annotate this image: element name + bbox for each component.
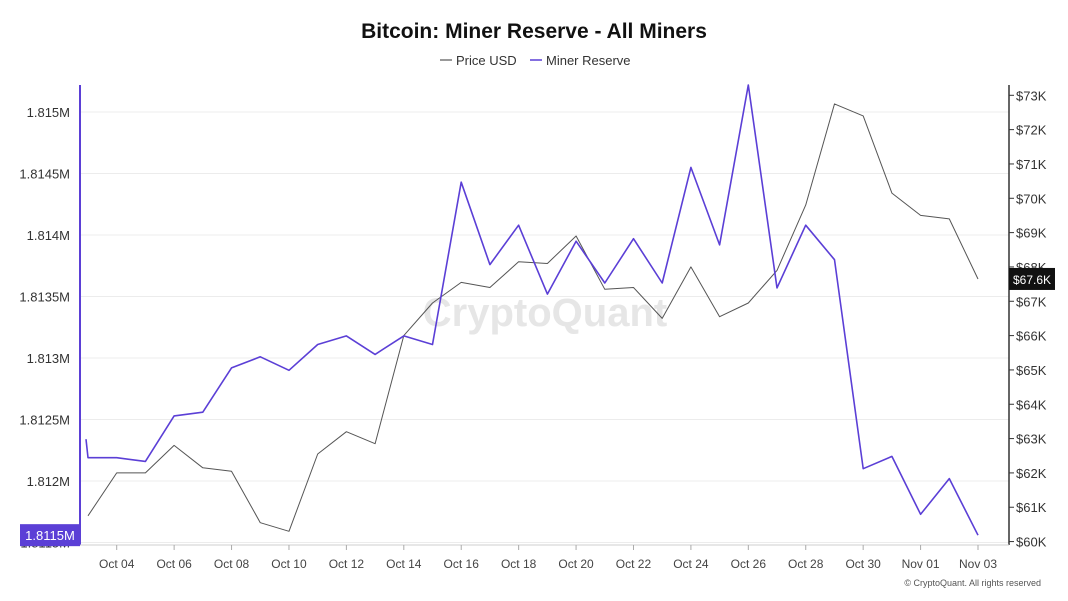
x-tick-label: Oct 30 — [845, 557, 881, 571]
y-left-tick-label: 1.815M — [27, 105, 70, 120]
legend-label-price[interactable]: Price USD — [456, 53, 517, 68]
y-left-tick-label: 1.8135M — [19, 290, 70, 305]
x-tick-label: Oct 06 — [156, 557, 192, 571]
x-tick-label: Oct 14 — [386, 557, 422, 571]
legend-label-miner-reserve[interactable]: Miner Reserve — [546, 53, 631, 68]
y-right-tick-label: $62K — [1016, 466, 1047, 481]
x-tick-label: Oct 16 — [444, 557, 480, 571]
x-tick-label: Oct 10 — [271, 557, 307, 571]
x-tick-label: Oct 18 — [501, 557, 537, 571]
series-line-price-usd — [87, 103, 979, 532]
y-left-tick-label: 1.8145M — [19, 167, 70, 182]
series-line-miner-reserve — [85, 84, 979, 536]
x-tick-label: Oct 12 — [329, 557, 365, 571]
x-tick-label: Oct 26 — [731, 557, 767, 571]
current-miner-reserve-label: 1.8115M — [25, 528, 75, 543]
x-tick-label: Oct 08 — [214, 557, 250, 571]
x-tick-label: Oct 22 — [616, 557, 652, 571]
y-right-tick-label: $63K — [1016, 432, 1047, 447]
current-price-label: $67.6K — [1013, 273, 1051, 287]
current-miner-reserve-flag — [20, 524, 80, 547]
labels-layer: 1.8115M 1.812M 1.8125M 1.813M 1.8135M 1.814M 1… — [19, 88, 1055, 571]
y-right-tick-label: $70K — [1016, 191, 1047, 206]
current-price-flag — [1009, 267, 1055, 290]
x-tick-label: Oct 20 — [558, 557, 594, 571]
y-right-tick-label: $65K — [1016, 363, 1047, 378]
y-right-tick-label: $61K — [1016, 500, 1047, 515]
x-tick-label: Oct 28 — [788, 557, 824, 571]
credit-text: © CryptoQuant. All rights reserved — [904, 578, 1041, 588]
chart-title: Bitcoin: Miner Reserve - All Miners — [361, 20, 707, 43]
x-tick-label: Oct 24 — [673, 557, 709, 571]
y-right-tick-label: $72K — [1016, 123, 1047, 138]
x-tick-label: Nov 03 — [959, 557, 997, 571]
y-right-tick-label: $67K — [1016, 294, 1047, 309]
y-right-tick-label: $64K — [1016, 397, 1047, 412]
x-tick-label: Nov 01 — [902, 557, 940, 571]
y-right-tick-label: $73K — [1016, 88, 1047, 103]
axes-layer — [79, 85, 1014, 550]
y-right-tick-label: $66K — [1016, 329, 1047, 344]
x-tick-label: Oct 04 — [99, 557, 135, 571]
y-left-tick-label: 1.814M — [27, 228, 70, 243]
series-layer — [85, 84, 979, 536]
y-left-tick-label: 1.812M — [27, 474, 70, 489]
y-left-tick-label: 1.8125M — [19, 413, 70, 428]
legend: Price USD Miner Reserve — [440, 53, 631, 68]
y-right-tick-label: $69K — [1016, 226, 1047, 241]
y-right-tick-label: $60K — [1016, 535, 1047, 550]
y-right-tick-label: $71K — [1016, 157, 1047, 172]
y-left-tick-label: 1.813M — [27, 351, 70, 366]
watermark: CryptoQuant — [423, 291, 667, 335]
